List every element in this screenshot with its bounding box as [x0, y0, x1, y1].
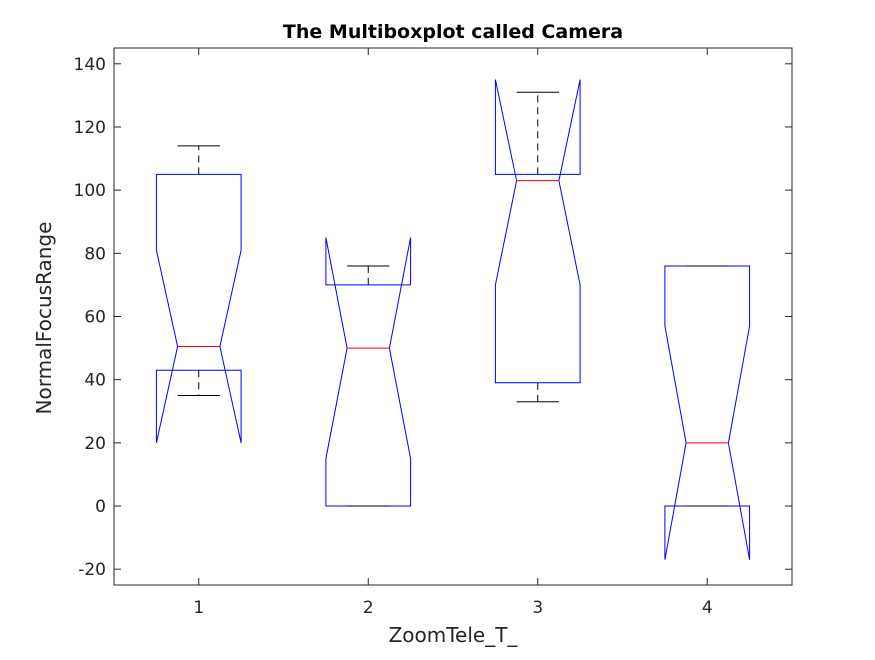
y-tick-label: 40	[84, 371, 106, 391]
y-tick-label: -20	[78, 560, 106, 580]
y-axis-label: NormalFocusRange	[32, 222, 56, 415]
y-tick-label: 120	[74, 118, 106, 138]
y-tick-label: 60	[84, 308, 106, 328]
x-axis-label: ZoomTele_T_	[389, 623, 519, 647]
y-tick-label: 0	[95, 497, 106, 517]
x-tick-label: 2	[363, 598, 374, 618]
box-2	[325, 237, 412, 507]
box-body	[155, 173, 242, 444]
box-body	[325, 237, 412, 507]
box-body	[494, 79, 581, 384]
y-tick-label: 80	[84, 244, 106, 264]
box-body	[664, 265, 751, 560]
box-3	[494, 79, 581, 403]
x-tick-label: 4	[702, 598, 713, 618]
boxes-layer	[155, 79, 751, 560]
x-tick-label: 1	[193, 598, 204, 618]
box-1	[155, 145, 242, 444]
ticks-layer: -20 0 20 40 60 80 100 120 140 1 2 3 4	[74, 48, 792, 618]
y-tick-label: 140	[74, 55, 106, 75]
chart-title: The Multiboxplot called Camera	[283, 21, 623, 43]
y-tick-label: 20	[84, 434, 106, 454]
x-tick-label: 3	[532, 598, 543, 618]
box-4	[664, 265, 751, 560]
y-tick-label: 100	[74, 181, 106, 201]
plot-area	[113, 47, 793, 586]
